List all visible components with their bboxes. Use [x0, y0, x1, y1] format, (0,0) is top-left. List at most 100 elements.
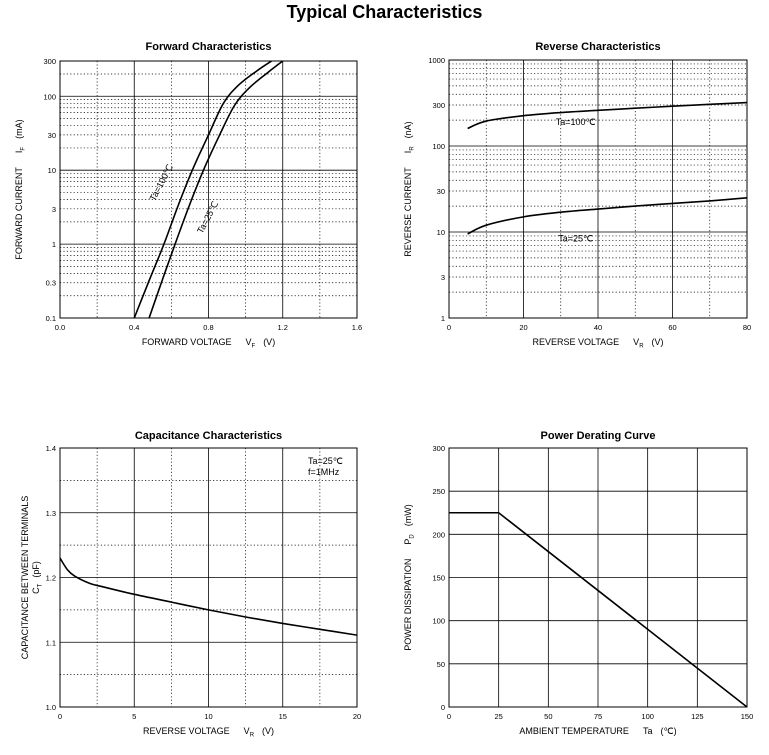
y-axis-label: CAPACITANCE BETWEEN TERMINALS	[20, 496, 30, 660]
x-axis-label: FORWARD VOLTAGE	[142, 337, 232, 347]
x-tick-label: 0.0	[55, 323, 65, 332]
forward-series-line-1	[148, 61, 284, 318]
y-tick-label: 30	[48, 131, 56, 140]
condition-annotation: f=1MHz	[308, 467, 340, 477]
y-tick-label: 1.4	[46, 444, 56, 453]
y-tick-label: 300	[432, 444, 445, 453]
y-tick-label: 10	[48, 166, 56, 175]
y-tick-label: 0.3	[46, 279, 56, 288]
y-tick-label: 1.0	[46, 703, 56, 712]
x-axis-symbol: V	[633, 337, 639, 347]
x-axis-label: REVERSE VOLTAGE	[143, 726, 230, 736]
series-label: Ta=25℃	[558, 233, 593, 243]
x-axis-unit: (V)	[652, 337, 664, 347]
x-axis-symbol: V	[244, 726, 250, 736]
x-axis-title: REVERSE VOLTAGE VR (V)	[532, 337, 663, 350]
x-tick-label: 0.8	[203, 323, 213, 332]
y-tick-label: 0	[441, 703, 445, 712]
y-axis-title: REVERSE CURRENT IR (nA)	[403, 121, 416, 256]
y-tick-label: 3	[441, 273, 445, 282]
x-tick-label: 25	[494, 712, 502, 721]
chart-title: Power Derating Curve	[541, 430, 656, 442]
y-tick-label: 1	[441, 314, 445, 323]
y-axis-subscript: T	[38, 583, 44, 587]
capacitance-chart: 0 5 10 15 20 1.0 1.1 1.2 1.3 1.4 Capacitance Chara…	[20, 430, 361, 739]
chart-title: Capacitance Characteristics	[135, 430, 282, 442]
condition-annotation: Ta=25℃	[308, 456, 343, 466]
derating-chart: 0 25 50 75 100 125 150 0 50 100 150 200 250 300 Power …	[403, 430, 753, 736]
y-tick-label: 200	[432, 530, 445, 539]
capacitance-series-line-0	[60, 557, 357, 636]
y-tick-label: 300	[43, 57, 56, 66]
x-axis-title: FORWARD VOLTAGE VF (V)	[142, 337, 275, 350]
y-tick-label: 1000	[428, 56, 445, 65]
x-axis-subscript: F	[252, 344, 256, 350]
plot-frame	[59, 60, 358, 319]
series-label: Ta=100℃	[556, 117, 596, 127]
plot-frame	[59, 447, 358, 708]
reverse-series-line-1	[467, 196, 747, 235]
x-axis-label: AMBIENT TEMPERATURE	[519, 726, 629, 736]
y-tick-label: 1.2	[46, 574, 56, 583]
y-tick-label: 1	[52, 240, 56, 249]
y-axis-subscript: D	[410, 534, 416, 539]
y-axis-unit: (mA)	[14, 119, 24, 139]
x-tick-label: 10	[204, 712, 212, 721]
y-tick-label: 150	[432, 574, 445, 583]
series-label: Ta=100℃	[148, 163, 176, 203]
x-tick-label: 15	[279, 712, 287, 721]
y-axis-subscript: R	[410, 146, 416, 151]
forward-series-line-0	[133, 61, 273, 318]
y-tick-label: 10	[437, 228, 445, 237]
y-tick-label: 50	[437, 660, 445, 669]
y-tick-label: 100	[432, 142, 445, 151]
x-axis-subscript: R	[250, 733, 255, 739]
y-axis-unit: (pF)	[31, 561, 41, 578]
x-axis-label: REVERSE VOLTAGE	[532, 337, 619, 347]
y-tick-label: 100	[43, 92, 56, 101]
chart-title: Forward Characteristics	[146, 41, 272, 53]
derating-series-line-0	[449, 511, 747, 707]
y-tick-label: 0.1	[46, 314, 56, 323]
x-axis-title: REVERSE VOLTAGE VR (V)	[143, 726, 274, 739]
reverse-chart: 0 20 40 60 80 1 3 10 30 100 300 1000 Reverse Charact…	[403, 41, 751, 350]
y-axis-label: FORWARD CURRENT	[14, 167, 24, 260]
y-tick-label: 1.3	[46, 509, 56, 518]
x-axis-subscript: R	[639, 344, 644, 350]
y-axis-unit: (mW)	[403, 504, 413, 526]
x-axis-unit: (V)	[262, 726, 274, 736]
y-tick-label: 100	[432, 617, 445, 626]
x-tick-label: 5	[132, 712, 136, 721]
x-tick-label: 150	[741, 712, 754, 721]
x-axis-unit: (℃)	[660, 726, 676, 736]
x-axis-unit: (V)	[263, 337, 275, 347]
y-axis-title: POWER DISSIPATION PD (mW)	[403, 504, 416, 651]
y-axis-label: POWER DISSIPATION	[403, 559, 413, 651]
x-tick-label: 20	[519, 323, 527, 332]
x-tick-label: 0.4	[129, 323, 139, 332]
y-tick-label: 3	[52, 205, 56, 214]
x-tick-label: 1.2	[278, 323, 288, 332]
forward-chart: 0.0 0.4 0.8 1.2 1.6 0.1 0.3 1 3 10 30 100 300 Forward…	[14, 41, 362, 350]
x-tick-label: 0	[447, 323, 451, 332]
y-axis-subscript: F	[21, 147, 27, 151]
y-tick-label: 300	[432, 101, 445, 110]
x-tick-label: 75	[594, 712, 602, 721]
x-axis-symbol: Ta	[643, 726, 653, 736]
series-label: Ta=25℃	[195, 200, 220, 236]
x-tick-label: 125	[691, 712, 704, 721]
y-axis-unit: (nA)	[403, 121, 413, 138]
y-axis-symbol: I	[403, 151, 413, 154]
page-title: Typical Characteristics	[286, 2, 483, 22]
y-tick-label: 1.1	[46, 638, 56, 647]
y-axis-label: REVERSE CURRENT	[403, 167, 413, 257]
x-tick-label: 100	[641, 712, 654, 721]
y-tick-label: 30	[437, 187, 445, 196]
plot-frame	[448, 59, 748, 319]
plot-frame	[448, 447, 748, 708]
chart-title: Reverse Characteristics	[535, 41, 660, 53]
x-axis-title: AMBIENT TEMPERATURE Ta (℃)	[519, 726, 676, 736]
y-tick-label: 250	[432, 487, 445, 496]
x-tick-label: 20	[353, 712, 361, 721]
